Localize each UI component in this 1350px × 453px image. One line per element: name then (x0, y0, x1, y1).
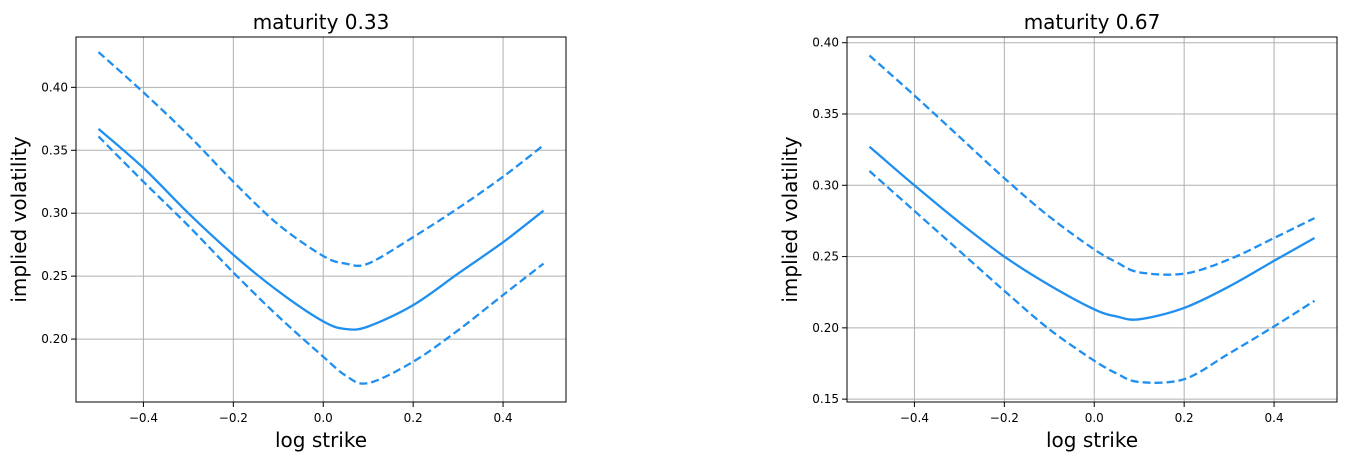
y-tick-label: 0.15 (812, 392, 839, 406)
y-tick-label: 0.40 (812, 36, 839, 50)
x-tick-label: 0.2 (404, 411, 423, 425)
series-line-upper-dashed (868, 54, 1316, 276)
plot-frame (846, 36, 1338, 403)
grid-lines (76, 37, 566, 402)
chart-title: maturity 0.67 (1024, 10, 1161, 34)
chart-title: maturity 0.33 (253, 10, 390, 34)
series-lines (97, 51, 545, 385)
x-tick-label: −0.2 (219, 411, 248, 425)
y-tick-label: 0.25 (812, 250, 839, 264)
y-axis-label: implied volatility (7, 136, 31, 302)
y-tick-label: 0.40 (41, 80, 68, 94)
y-tick-label: 0.35 (812, 107, 839, 121)
x-tick-label: 0.4 (494, 411, 513, 425)
y-ticks: 0.15 0.20 0.25 0.30 0.35 0.40 (812, 36, 847, 406)
x-axis-label: log strike (1046, 428, 1138, 452)
series-line-lower-dashed (868, 170, 1316, 384)
series-line-mid (97, 128, 545, 331)
x-tick-label: −0.4 (129, 411, 158, 425)
y-tick-label: 0.25 (41, 269, 68, 283)
series-line-upper-dashed (97, 51, 545, 267)
x-axis-label: log strike (275, 428, 367, 452)
y-tick-label: 0.35 (41, 143, 68, 157)
x-tick-label: 0.4 (1265, 411, 1284, 425)
y-axis-label: implied volatility (778, 136, 802, 302)
x-tick-label: −0.2 (990, 411, 1019, 425)
chart-maturity-067: −0.4 −0.2 0.0 0.2 0.4 0.150.200.250.300.350.… (778, 10, 1338, 452)
chart-maturity-033: −0.4 −0.2 0.0 0.2 0.4 0.20 0.25 0.30 0.35 0.40 m… (7, 10, 567, 452)
y-tick-label: 0.20 (812, 321, 839, 335)
x-tick-label: 0.0 (1085, 411, 1104, 425)
x-ticks: −0.4 −0.2 0.0 0.2 0.4 (900, 402, 1284, 425)
y-ticks: 0.20 0.25 0.30 0.35 0.40 (41, 80, 76, 346)
plot-frame (75, 36, 567, 403)
y-tick-label: 0.20 (41, 332, 68, 346)
grid-lines (847, 37, 1337, 402)
series-line-mid (868, 145, 1316, 321)
x-tick-label: 0.0 (314, 411, 333, 425)
y-tick-label: 0.30 (812, 178, 839, 192)
x-tick-label: −0.4 (900, 411, 929, 425)
series-line-lower-dashed (97, 135, 545, 385)
x-tick-label: 0.2 (1175, 411, 1194, 425)
series-lines (868, 54, 1316, 384)
y-tick-label: 0.30 (41, 206, 68, 220)
x-ticks: −0.4 −0.2 0.0 0.2 0.4 (129, 402, 513, 425)
